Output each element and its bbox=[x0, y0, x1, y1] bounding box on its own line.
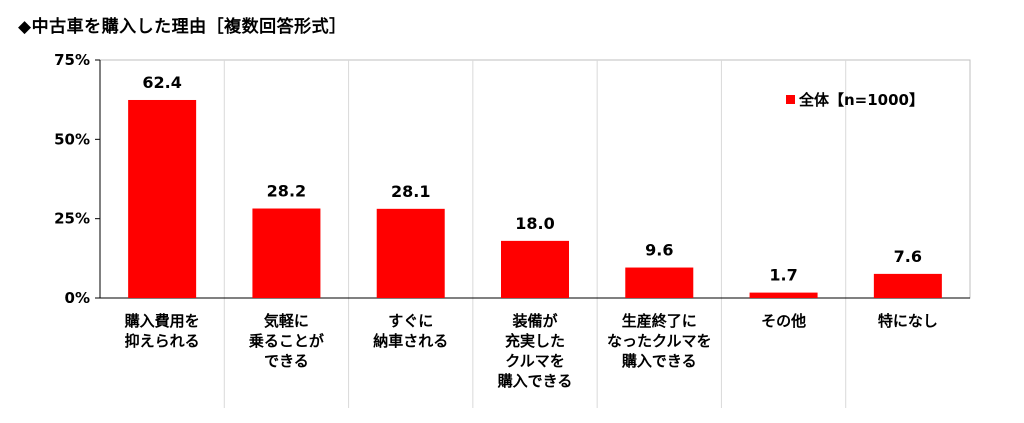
x-category-label: その他 bbox=[761, 312, 806, 330]
x-category-label: 購入できる bbox=[497, 372, 573, 390]
bar-value-label: 28.1 bbox=[391, 182, 430, 201]
x-category-label: 気軽に bbox=[264, 312, 309, 330]
legend-swatch bbox=[786, 95, 795, 104]
bar-value-label: 18.0 bbox=[515, 214, 554, 233]
bar-value-label: 9.6 bbox=[645, 241, 673, 260]
x-category-label: 納車される bbox=[373, 332, 448, 350]
legend-label: 全体【n=1000】 bbox=[798, 91, 924, 109]
x-category-label: 充実した bbox=[505, 332, 565, 350]
bar bbox=[749, 292, 818, 298]
bar-value-label: 62.4 bbox=[142, 73, 181, 92]
x-category-label: すぐに bbox=[388, 312, 433, 330]
bar bbox=[873, 273, 942, 298]
x-category-label: 購入できる bbox=[621, 352, 697, 370]
bar-value-label: 7.6 bbox=[894, 247, 922, 266]
y-tick-label: 25% bbox=[54, 210, 90, 228]
bar bbox=[625, 267, 694, 298]
bar-value-label: 28.2 bbox=[267, 182, 306, 201]
y-tick-label: 75% bbox=[54, 51, 90, 69]
x-category-label: なったクルマを bbox=[607, 332, 712, 350]
chart-title: ◆中古車を購入した理由［複数回答形式］ bbox=[18, 17, 347, 37]
x-category-label: 購入費用を bbox=[124, 312, 200, 330]
bar-value-label: 1.7 bbox=[769, 266, 797, 285]
x-category-label: 抑えられる bbox=[125, 332, 200, 350]
bar bbox=[128, 99, 197, 298]
x-category-label: 乗ることが bbox=[249, 332, 325, 350]
y-tick-label: 0% bbox=[65, 289, 90, 307]
bar bbox=[376, 208, 445, 298]
x-category-label: 特になし bbox=[878, 312, 938, 330]
bar bbox=[501, 240, 569, 298]
y-tick-label: 50% bbox=[54, 130, 90, 148]
x-category-label: クルマを bbox=[505, 352, 565, 370]
x-category-label: 装備が bbox=[511, 312, 558, 330]
bar bbox=[252, 208, 321, 298]
x-category-label: できる bbox=[264, 352, 309, 370]
x-category-label: 生産終了に bbox=[622, 312, 697, 330]
